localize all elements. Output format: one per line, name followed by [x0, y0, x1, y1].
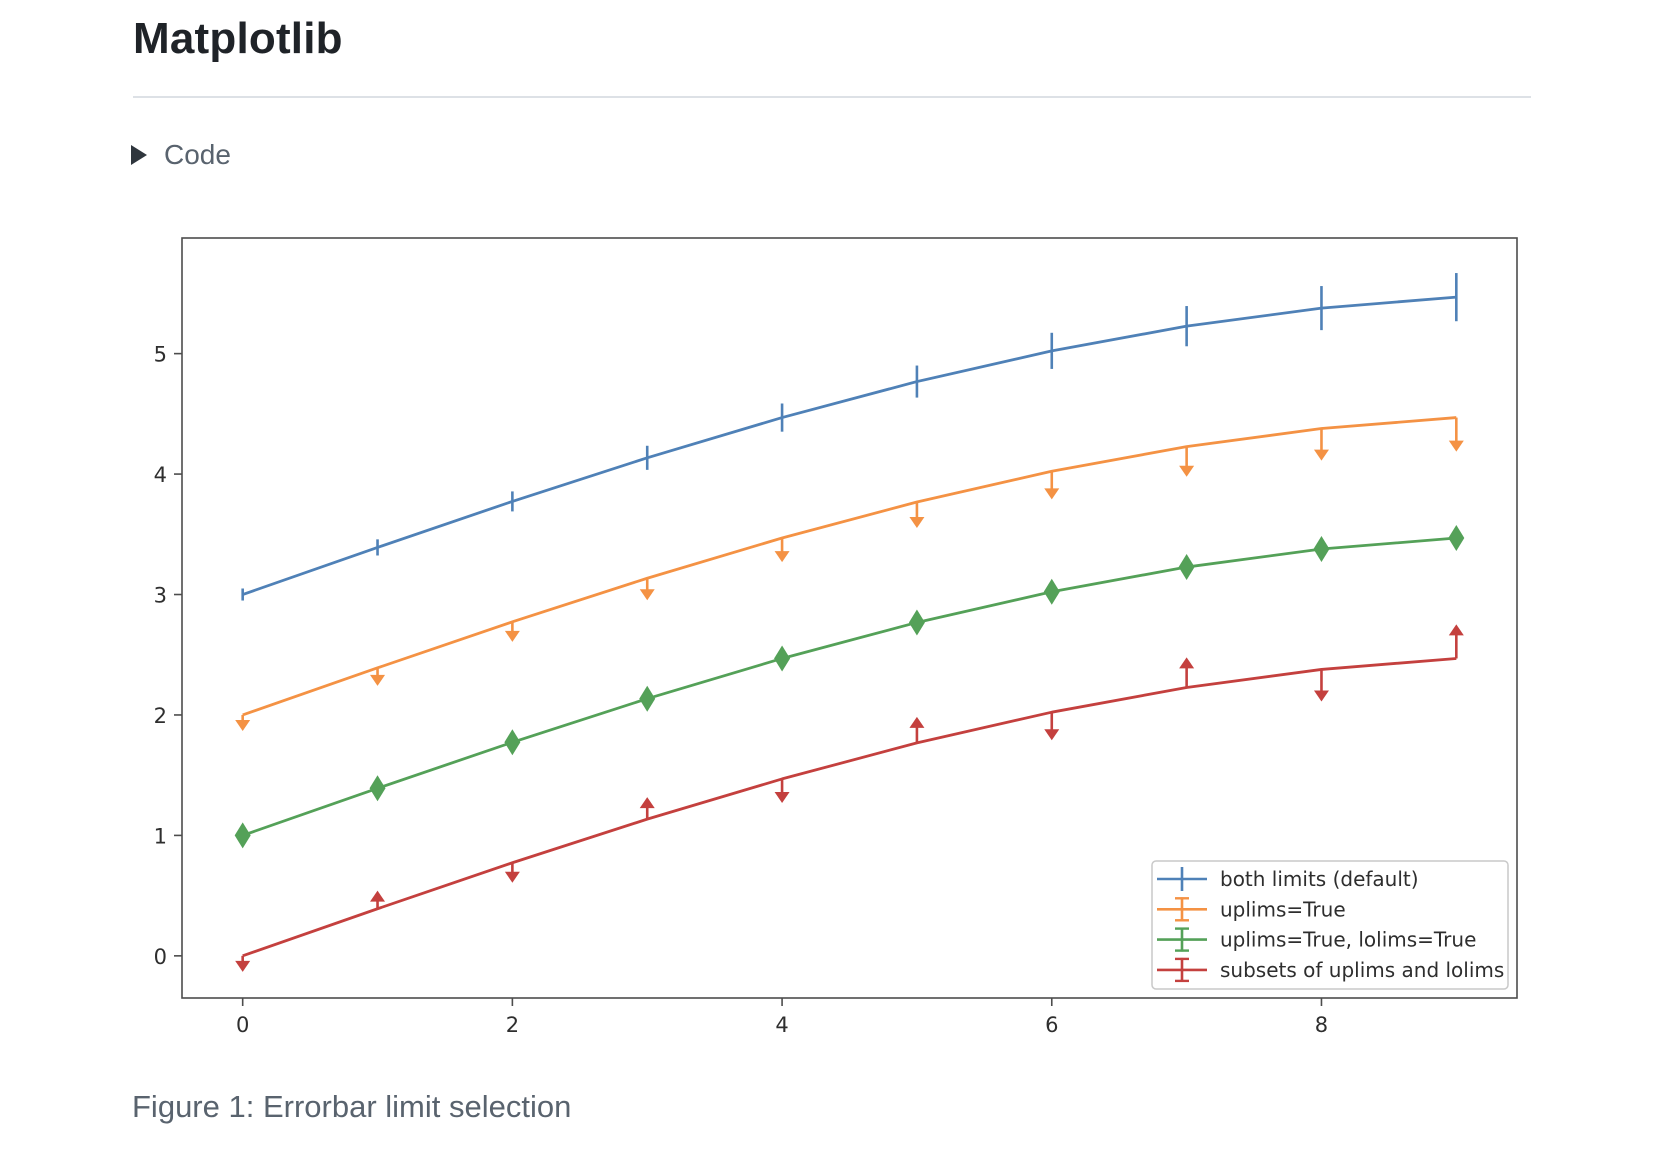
upper-limit-arrowhead [1448, 624, 1464, 636]
series-line [242, 295, 1457, 596]
y-tick-label: 5 [154, 343, 167, 367]
lower-limit-arrowhead [235, 960, 251, 972]
legend-entry-1: uplims=True [1157, 897, 1346, 922]
lower-limit-arrowhead [1044, 729, 1060, 741]
legend-label-1: uplims=True [1220, 897, 1346, 921]
code-toggle-label: Code [164, 139, 231, 170]
plot-frame [181, 237, 1518, 999]
series-line [242, 416, 1457, 717]
upper-limit-arrowhead [639, 797, 655, 809]
legend: both limits (default) uplims=True uplims=T… [1151, 860, 1509, 990]
upper-limit-arrowhead [370, 890, 386, 902]
code-disclosure-toggle[interactable]: Code [131, 139, 231, 171]
legend-label-0: both limits (default) [1220, 867, 1419, 891]
y-tick-label: 0 [154, 945, 167, 969]
legend-label-3: subsets of uplims and lolims [1220, 958, 1504, 982]
lower-limit-arrowhead [1179, 465, 1195, 477]
lower-limit-arrowhead [504, 630, 520, 642]
legend-entry-3: subsets of uplims and lolims [1157, 957, 1504, 983]
lower-limit-arrowhead [370, 674, 386, 686]
x-tick-label: 4 [775, 1013, 788, 1037]
x-tick-label: 8 [1315, 1013, 1328, 1037]
figure-caption: Figure 1: Errorbar limit selection [132, 1089, 572, 1124]
x-tick-label: 6 [1045, 1013, 1058, 1037]
lower-limit-arrowhead [774, 551, 790, 563]
y-tick-label: 1 [154, 824, 167, 848]
title-divider [133, 96, 1531, 98]
series-2 [234, 525, 1465, 849]
legend-entry-2: uplims=True, lolims=True [1157, 927, 1476, 952]
lower-limit-arrowhead [235, 719, 251, 731]
upper-limit-arrowhead [909, 716, 925, 728]
y-tick-label: 4 [154, 463, 167, 487]
lower-limit-arrowhead [1313, 449, 1329, 461]
y-tick-label: 3 [154, 584, 167, 608]
series-1 [235, 416, 1464, 731]
collapsed-triangle-icon [131, 145, 147, 165]
legend-entry-0: both limits (default) [1157, 867, 1419, 891]
x-tick-label: 2 [506, 1013, 519, 1037]
x-tick-label: 0 [236, 1013, 249, 1037]
lower-limit-arrowhead [639, 589, 655, 601]
upper-limit-arrowhead [1179, 657, 1195, 669]
legend-label-2: uplims=True, lolims=True [1220, 928, 1476, 952]
lower-limit-arrowhead [1313, 690, 1329, 702]
lower-limit-arrowhead [1448, 440, 1464, 452]
series-line [242, 536, 1457, 837]
lower-limit-arrowhead [1044, 488, 1060, 500]
y-tick-label: 2 [154, 704, 167, 728]
legend-box [1151, 860, 1509, 990]
series-0 [241, 273, 1458, 601]
page-title: Matplotlib [133, 14, 343, 63]
errorbar-chart-svg: 0 2 4 6 8 0 1 2 3 4 5 both limits (default) uplims=T… [154, 237, 1518, 1037]
lower-limit-arrowhead [504, 871, 520, 883]
series-3 [235, 624, 1464, 972]
lower-limit-arrowhead [774, 792, 790, 804]
series-line [242, 657, 1457, 958]
lower-limit-arrowhead [909, 517, 925, 529]
